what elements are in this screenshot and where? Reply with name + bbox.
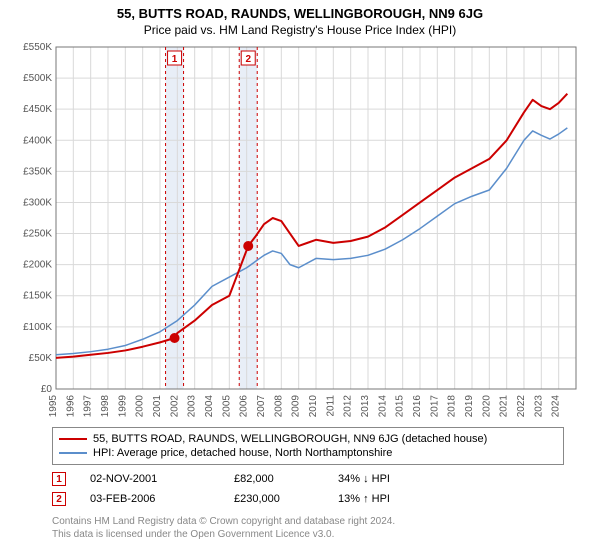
chart-container: 55, BUTTS ROAD, RAUNDS, WELLINGBOROUGH, … <box>0 0 600 560</box>
sale-marker-badge: 1 <box>52 472 66 486</box>
x-tick-label: 2019 <box>464 395 475 418</box>
x-tick-label: 2018 <box>447 395 458 418</box>
y-tick-label: £350K <box>23 166 52 177</box>
x-tick-label: 2007 <box>256 395 267 418</box>
x-tick-label: 2015 <box>395 395 406 418</box>
sale-date: 03-FEB-2006 <box>90 493 210 505</box>
x-tick-label: 2006 <box>239 395 250 418</box>
y-tick-label: £500K <box>23 73 52 84</box>
footer-attribution: Contains HM Land Registry data © Crown c… <box>52 515 564 541</box>
sale-delta: 13% ↑ HPI <box>338 493 438 505</box>
x-tick-label: 1997 <box>83 395 94 418</box>
x-tick-label: 2017 <box>429 395 440 418</box>
y-tick-label: £200K <box>23 260 52 271</box>
x-tick-label: 2023 <box>533 395 544 418</box>
x-tick-label: 1999 <box>117 395 128 418</box>
x-tick-label: 2009 <box>291 395 302 418</box>
sale-band <box>239 47 257 389</box>
x-tick-label: 2003 <box>187 395 198 418</box>
x-tick-label: 2020 <box>481 395 492 418</box>
x-tick-label: 2012 <box>343 395 354 418</box>
x-tick-label: 1995 <box>48 395 59 418</box>
x-tick-label: 2005 <box>221 395 232 418</box>
y-tick-label: £400K <box>23 135 52 146</box>
chart-title: 55, BUTTS ROAD, RAUNDS, WELLINGBOROUGH, … <box>0 0 600 21</box>
sale-marker-dot <box>243 241 253 251</box>
x-tick-label: 2021 <box>499 395 510 418</box>
legend-swatch <box>59 438 87 440</box>
legend-box: 55, BUTTS ROAD, RAUNDS, WELLINGBOROUGH, … <box>52 427 564 465</box>
x-tick-label: 2008 <box>273 395 284 418</box>
sale-price: £82,000 <box>234 473 314 485</box>
sale-band-label: 2 <box>245 54 251 65</box>
sale-delta: 34% ↓ HPI <box>338 473 438 485</box>
chart-subtitle: Price paid vs. HM Land Registry's House … <box>0 21 600 41</box>
chart-plot-area: 1 2 £0 £50K £100K £150K £200K £250K £300K £350K £4… <box>10 41 590 421</box>
x-tick-label: 2016 <box>412 395 423 418</box>
x-tick-label: 1996 <box>65 395 76 418</box>
y-tick-label: £550K <box>23 42 52 53</box>
sale-price: £230,000 <box>234 493 314 505</box>
y-tick-label: £250K <box>23 229 52 240</box>
legend-label: HPI: Average price, detached house, Nort… <box>93 447 392 459</box>
y-tick-label: £150K <box>23 291 52 302</box>
x-tick-label: 2014 <box>377 395 388 418</box>
x-tick-label: 2011 <box>325 395 336 417</box>
sale-band-label: 1 <box>172 54 178 65</box>
x-tick-label: 2001 <box>152 395 163 418</box>
y-tick-label: £0 <box>41 384 53 395</box>
sale-date: 02-NOV-2001 <box>90 473 210 485</box>
line-chart-svg: 1 2 £0 £50K £100K £150K £200K £250K £300K £350K £4… <box>10 41 590 421</box>
x-tick-label: 1998 <box>100 395 111 418</box>
y-tick-label: £100K <box>23 322 52 333</box>
legend-row: HPI: Average price, detached house, Nort… <box>59 446 557 460</box>
sale-row: 2 03-FEB-2006 £230,000 13% ↑ HPI <box>52 489 564 509</box>
x-tick-label: 2010 <box>308 395 319 418</box>
x-tick-label: 2000 <box>135 395 146 418</box>
sale-row: 1 02-NOV-2001 £82,000 34% ↓ HPI <box>52 469 564 489</box>
x-tick-label: 2024 <box>551 395 562 418</box>
footer-line-1: Contains HM Land Registry data © Crown c… <box>52 515 564 528</box>
series-price-paid-line <box>56 94 567 358</box>
footer-line-2: This data is licensed under the Open Gov… <box>52 528 564 541</box>
x-tick-label: 2013 <box>360 395 371 418</box>
y-tick-label: £300K <box>23 197 52 208</box>
sales-table: 1 02-NOV-2001 £82,000 34% ↓ HPI 2 03-FEB-2006… <box>52 469 564 509</box>
legend-label: 55, BUTTS ROAD, RAUNDS, WELLINGBOROUGH, … <box>93 433 487 445</box>
x-tick-label: 2004 <box>204 395 215 418</box>
x-tick-label: 2022 <box>516 395 527 418</box>
sale-marker-dot <box>170 333 180 343</box>
y-tick-label: £450K <box>23 104 52 115</box>
y-tick-label: £50K <box>29 353 53 364</box>
sale-marker-badge: 2 <box>52 492 66 506</box>
x-tick-label: 2002 <box>169 395 180 418</box>
legend-swatch <box>59 452 87 454</box>
legend-row: 55, BUTTS ROAD, RAUNDS, WELLINGBOROUGH, … <box>59 432 557 446</box>
